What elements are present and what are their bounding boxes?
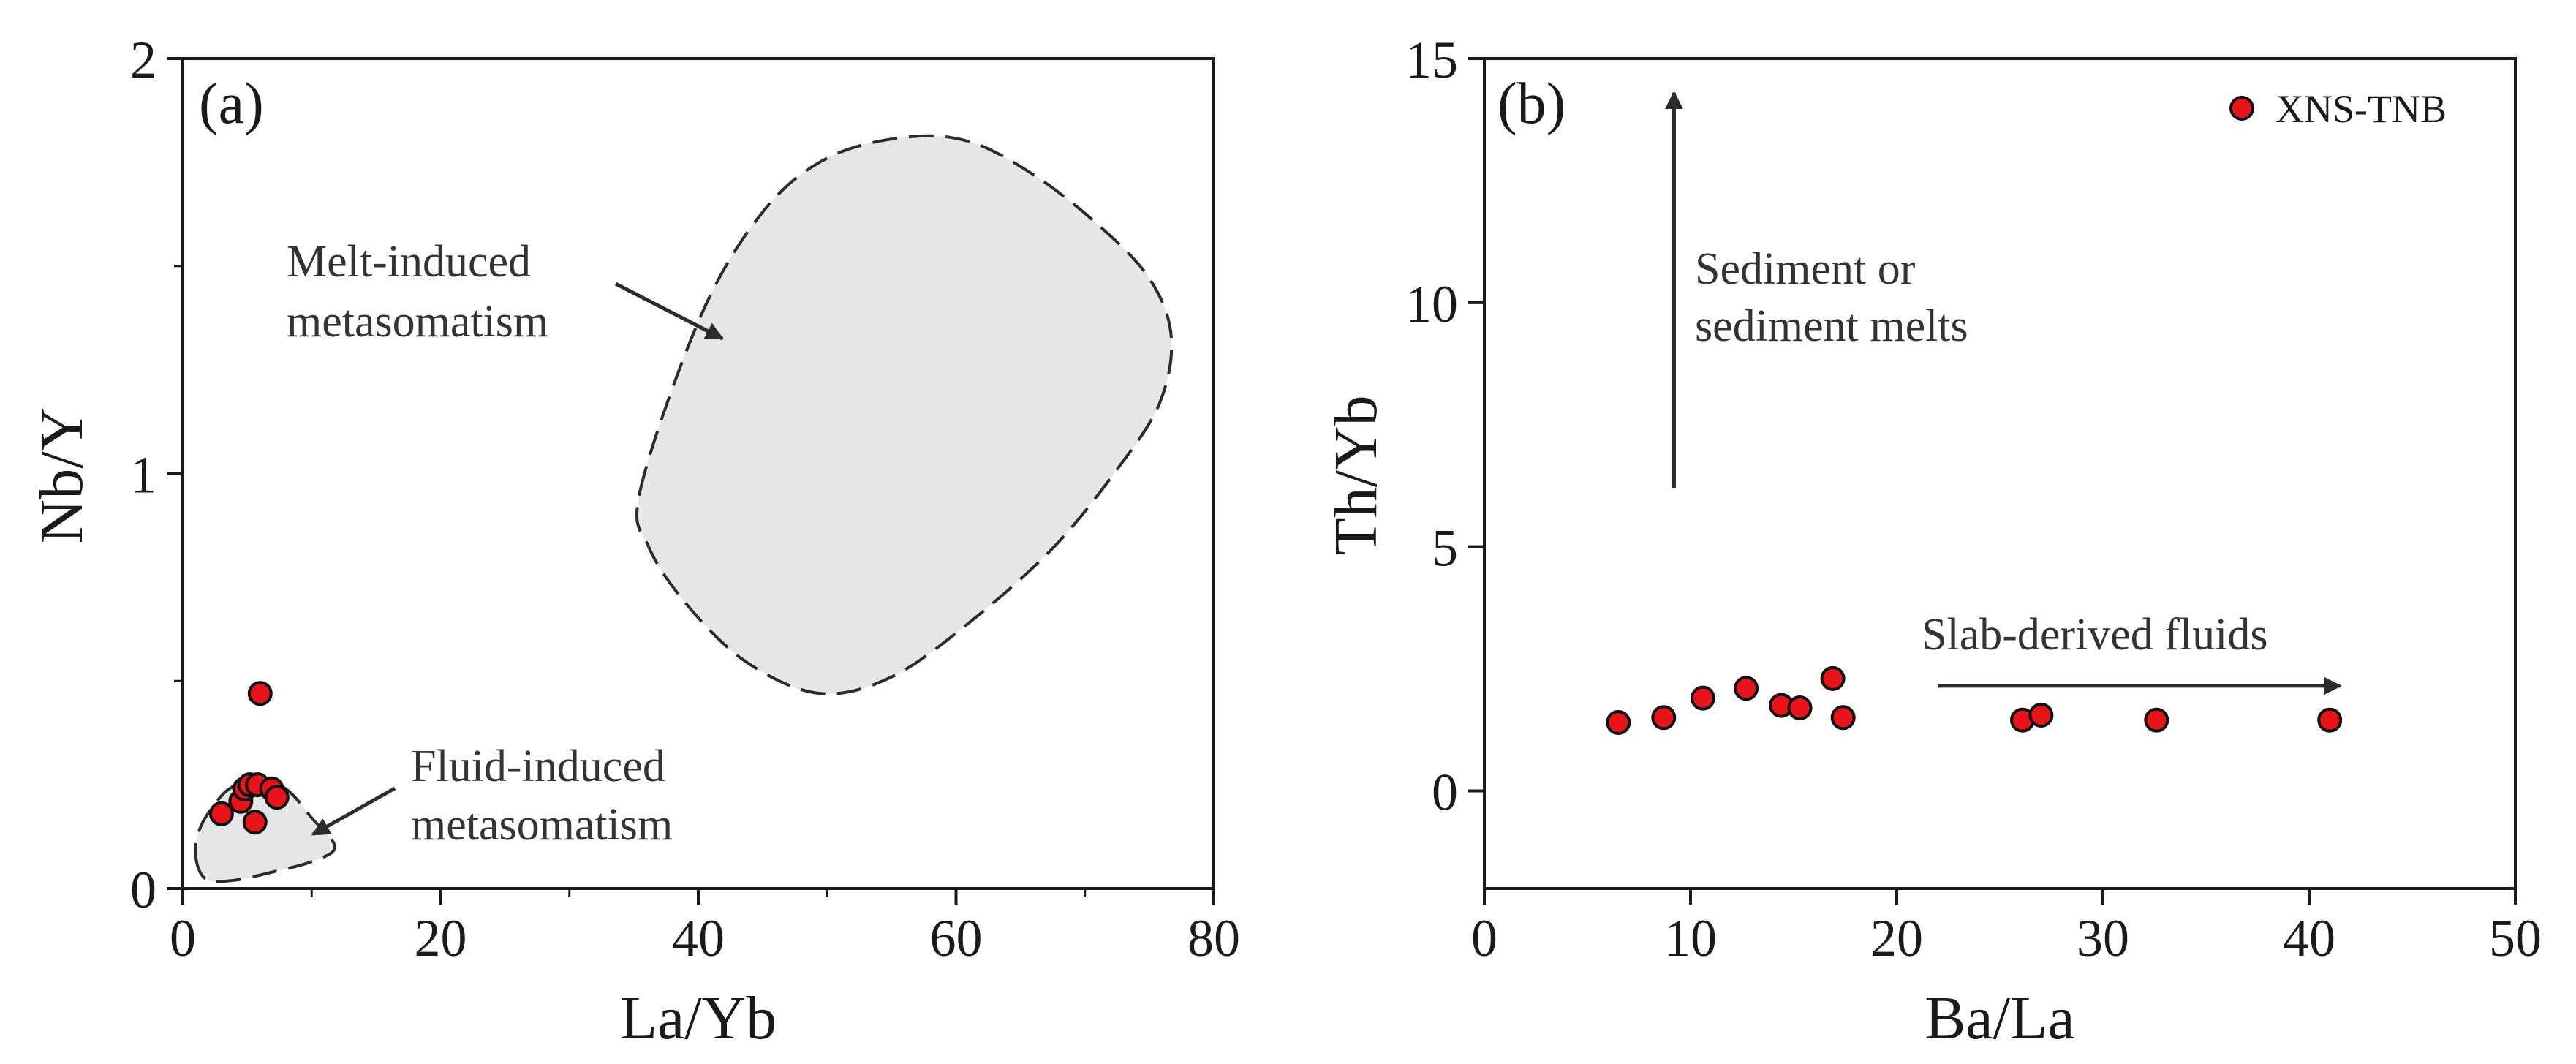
a-y-tick-label-2: 2	[130, 31, 156, 89]
a-x-tick-label-1: 20	[415, 909, 467, 967]
a-x-tick-label-3: 60	[930, 909, 983, 967]
melt-induced-label: Melt-induced metasomatism	[287, 237, 548, 347]
b-point-10	[2144, 707, 2169, 733]
a-y-axis-title: Nb/Y	[28, 407, 96, 544]
legend: XNS-TNB	[2229, 87, 2447, 131]
b-panel-label: (b)	[1497, 72, 1565, 136]
b-point-3	[1734, 676, 1759, 701]
panel-a-nb-y-vs-la-yb: 0 20 40 60 80 0 1 2 (a) La/Yb Nb/Y Melt-induced…	[28, 31, 1240, 1052]
b-y-tick-label-2: 10	[1405, 275, 1458, 333]
b-point-6	[1820, 665, 1846, 691]
a-ticks: 0 20 40 60 80 0 1 2	[130, 31, 1240, 967]
b-point-1	[1651, 705, 1677, 731]
b-plot-frame	[1483, 57, 2517, 890]
b-point-9	[2028, 703, 2054, 728]
b-x-tick-label-0: 0	[1471, 909, 1497, 967]
b-y-tick-label-1: 5	[1432, 519, 1458, 578]
b-point-0	[1606, 710, 1631, 735]
b-x-axis-title: Ba/La	[1925, 984, 2074, 1052]
b-y-axis-title: Th/Yb	[1322, 395, 1390, 555]
slab-fluids-label: Slab-derived fluids	[1922, 610, 2268, 660]
melt-induced-field	[635, 134, 1174, 695]
a-x-tick-label-2: 40	[672, 909, 725, 967]
melt-induced-label-line-2: metasomatism	[287, 297, 548, 347]
b-x-tick-label-1: 10	[1664, 909, 1717, 967]
a-point-0	[247, 681, 273, 706]
a-x-axis-title: La/Yb	[620, 984, 777, 1052]
a-y-tick-label-1: 1	[130, 446, 156, 505]
b-point-11	[2317, 707, 2343, 733]
a-point-8	[264, 785, 290, 810]
b-point-2	[1690, 685, 1715, 711]
legend-marker	[2229, 96, 2254, 121]
fluid-induced-label: Fluid-induced metasomatism	[411, 742, 676, 850]
b-point-7	[1830, 705, 1856, 731]
melt-induced-arrow	[614, 282, 725, 341]
b-ticks: 0 10 20 30 40 50 0 5 10 15	[1405, 31, 2542, 967]
b-x-tick-label-3: 30	[2077, 909, 2129, 967]
a-x-tick-label-0: 0	[170, 909, 196, 967]
b-x-tick-label-2: 20	[1870, 909, 1923, 967]
a-panel-label: (a)	[199, 72, 264, 136]
b-y-tick-label-0: 0	[1432, 763, 1458, 821]
fluid-induced-arrow	[311, 786, 396, 837]
sediment-label-line-2: sediment melts	[1695, 301, 1968, 351]
b-points	[1606, 665, 2343, 735]
sediment-label: Sediment or sediment melts	[1695, 244, 1968, 351]
melt-induced-label-line-1: Melt-induced	[287, 237, 531, 287]
b-x-tick-label-4: 40	[2283, 909, 2335, 967]
b-x-tick-label-5: 50	[2489, 909, 2542, 967]
sediment-label-line-1: Sediment or	[1695, 244, 1916, 294]
a-y-tick-label-0: 0	[130, 861, 156, 919]
fluid-induced-label-line-2: metasomatism	[411, 800, 673, 850]
fluid-induced-label-line-1: Fluid-induced	[411, 742, 665, 791]
b-arrows	[1664, 91, 2342, 695]
a-plot-frame	[181, 57, 1215, 890]
b-point-5	[1787, 695, 1813, 720]
b-y-tick-label-3: 15	[1405, 31, 1458, 89]
legend-label: XNS-TNB	[2275, 87, 2447, 131]
panel-b-th-yb-vs-ba-la: 0 10 20 30 40 50 0 5 10 15 (b) Ba/La Th/Yb XNS-TN…	[1322, 31, 2542, 1052]
a-point-1	[208, 801, 234, 826]
a-x-tick-label-4: 80	[1187, 909, 1240, 967]
a-point-5	[242, 810, 268, 835]
a-points	[208, 681, 290, 835]
